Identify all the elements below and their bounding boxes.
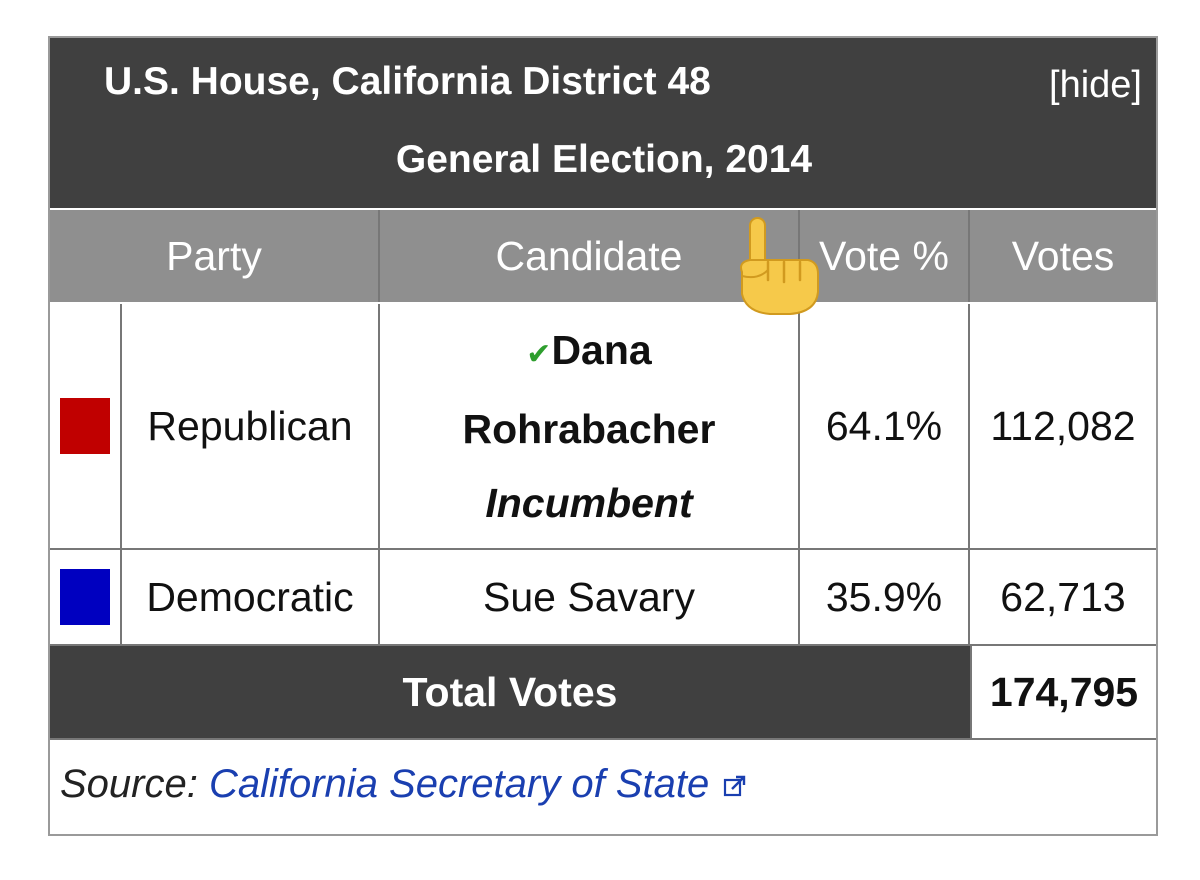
infobox-title-bar — [50, 38, 1156, 208]
party-name: Republican — [122, 304, 380, 550]
total-votes-value: 174,795 — [970, 646, 1156, 738]
source-note: Source: California Secretary of State — [60, 762, 748, 807]
column-header-candidate: Candidate — [380, 210, 800, 302]
vote-count: 112,082 — [970, 304, 1156, 550]
party-color-swatch — [60, 398, 110, 454]
party-name: Democratic — [122, 550, 380, 646]
column-header-vote-percent: Vote % — [800, 210, 970, 302]
source-prefix: Source: — [60, 762, 209, 806]
external-link-icon[interactable] — [722, 773, 748, 799]
column-header-party: Party — [50, 210, 380, 302]
candidate-status: Incumbent — [485, 479, 693, 526]
vote-count: 62,713 — [970, 550, 1156, 646]
candidate-name: Sue Savary — [380, 550, 800, 646]
candidate-cell: ✔Dana Rohrabacher Incumbent — [380, 304, 800, 550]
party-color-cell — [50, 304, 122, 550]
party-color-cell — [50, 550, 122, 646]
total-votes-label: Total Votes — [50, 646, 970, 738]
infobox-title: U.S. House, California District 48 — [104, 60, 711, 103]
column-header-votes: Votes — [970, 210, 1156, 302]
infobox-subtitle: General Election, 2014 — [395, 138, 813, 181]
winner-check-icon: ✔ — [526, 337, 552, 371]
candidate-name-line2: Rohrabacher — [462, 405, 716, 452]
source-link[interactable]: California Secretary of State — [209, 762, 709, 806]
hide-toggle-link[interactable]: [hide] — [1049, 64, 1142, 106]
vote-percent: 64.1% — [800, 304, 970, 550]
total-row-divider — [50, 738, 1156, 740]
candidate-name-line1: Dana — [551, 326, 652, 373]
pointing-up-hand-icon — [740, 217, 819, 315]
party-color-swatch — [60, 569, 110, 625]
vote-percent: 35.9% — [800, 550, 970, 646]
source-link-text: California Secretary of State — [208, 762, 710, 806]
